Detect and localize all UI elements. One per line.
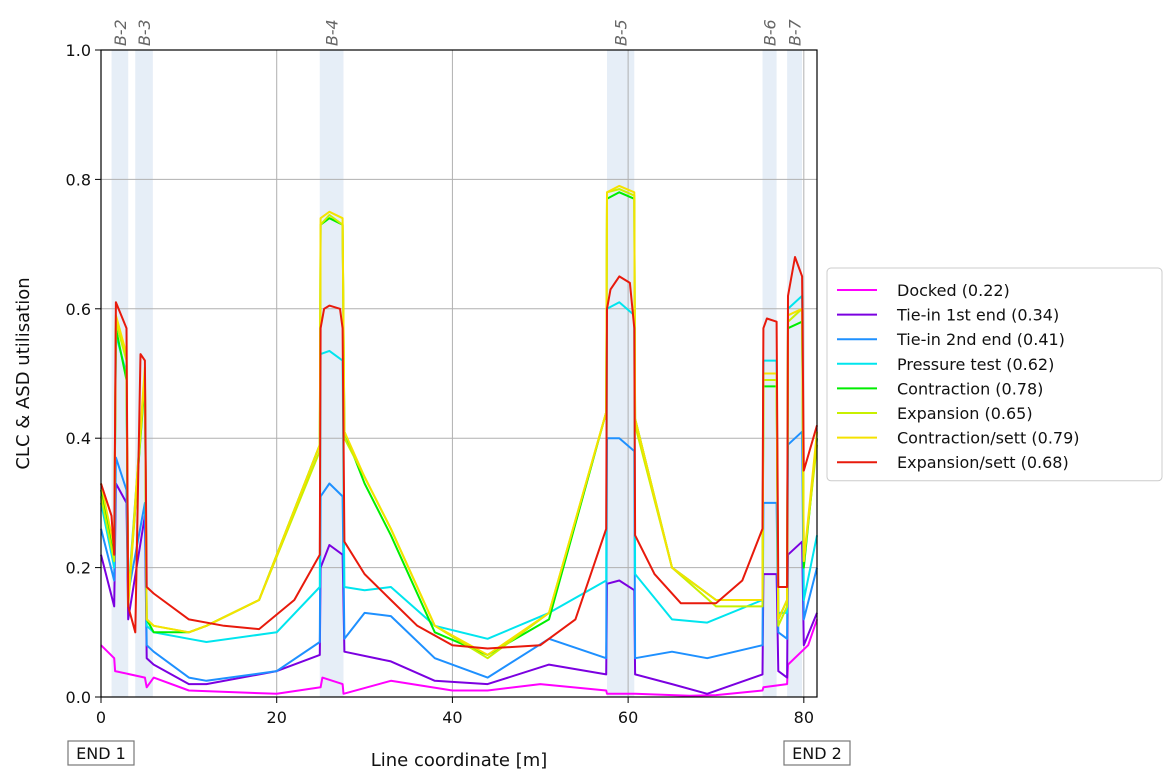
legend-entry: Expansion (0.65) [897,404,1033,423]
end-label-text: END 1 [76,744,126,763]
band-b-7 [787,50,803,697]
legend-entry: Tie-in 2nd end (0.41) [896,330,1065,349]
y-axis-ticks: 0.0 0.2 0.4 0.6 0.8 1.0 [66,41,101,707]
y-tick-label: 1.0 [66,41,91,60]
legend-entry: Docked (0.22) [897,281,1010,300]
x-tick-label: 40 [442,708,462,727]
legend-entry: Contraction/sett (0.79) [897,429,1080,448]
band-label: B-4 [323,19,342,46]
band-label: B-3 [135,19,154,46]
series-lines [100,184,818,697]
band-label: B-7 [786,19,805,46]
band-labels: B-2 B-3 B-4 B-5 B-6 B-7 [111,19,805,46]
legend-entry: Contraction (0.78) [897,379,1043,398]
legend-entry: Expansion/sett (0.68) [897,453,1069,472]
end-labels: END 1 END 2 [67,740,851,766]
x-axis-title: Line coordinate [m] [371,750,548,771]
x-axis-ticks: 0 20 40 60 80 [96,697,814,727]
x-tick-label: 80 [794,708,814,727]
series-line [100,619,818,697]
band-label: B-5 [612,19,631,46]
plot-frame [100,49,818,698]
x-tick-label: 0 [96,708,106,727]
band-b-4 [319,50,344,697]
legend-entry: Pressure test (0.62) [897,355,1054,374]
y-tick-label: 0.0 [66,688,91,707]
y-tick-label: 0.6 [66,300,91,319]
band-label: B-6 [761,19,780,46]
x-tick-label: 60 [618,708,638,727]
y-tick-label: 0.2 [66,559,91,578]
legend-box [826,267,1163,482]
band-b-5 [607,50,635,697]
y-tick-label: 0.8 [66,170,91,189]
end-label-box [67,740,135,766]
band-label: B-2 [111,19,130,46]
end-label-text: END 2 [792,744,842,763]
y-axis-title: CLC & ASD utilisation [13,277,34,469]
series-line [100,256,818,650]
legend-entry: Tie-in 1st end (0.34) [896,306,1059,325]
end-label-box [783,740,851,766]
y-tick-label: 0.4 [66,429,91,448]
x-tick-label: 20 [267,708,287,727]
legend: Docked (0.22) Tie-in 1st end (0.34) Tie-in… [826,267,1163,482]
